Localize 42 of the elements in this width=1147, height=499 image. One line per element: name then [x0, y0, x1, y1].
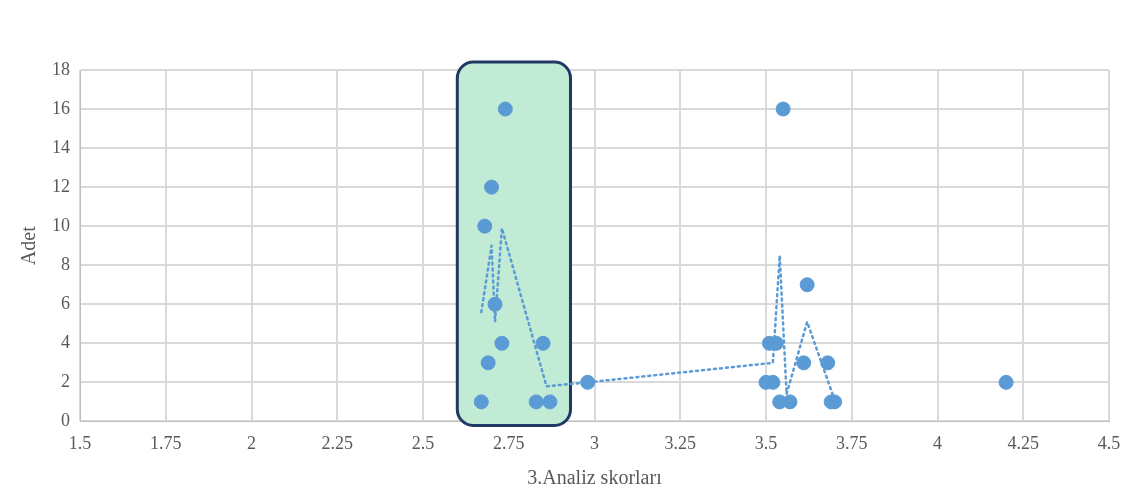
x-tick-label: 2.75: [493, 432, 525, 453]
point: [799, 277, 815, 293]
x-tick-label: 2.5: [411, 432, 435, 453]
point: [497, 101, 513, 117]
point: [782, 394, 798, 410]
x-tick-label: 3: [590, 432, 599, 453]
point: [820, 355, 836, 371]
x-tick-label: 2: [247, 432, 256, 453]
x-tick-label: 4: [933, 432, 942, 453]
point: [796, 355, 812, 371]
y-tick-label: 8: [61, 253, 70, 274]
x-tick-label: 2.25: [321, 432, 353, 453]
y-tick-label: 10: [52, 214, 70, 235]
x-tick-label: 3.25: [664, 432, 696, 453]
point: [775, 101, 791, 117]
y-tick-label: 16: [52, 97, 70, 118]
x-axis-title: 3.Analiz skorları: [527, 466, 663, 489]
point: [477, 218, 493, 234]
x-tick-label: 3.5: [754, 432, 778, 453]
point: [998, 374, 1014, 390]
point: [494, 335, 510, 351]
point: [480, 355, 496, 371]
x-tick-label: 1.5: [68, 432, 92, 453]
x-tick-label: 1.75: [150, 432, 182, 453]
y-tick-label: 12: [52, 175, 70, 196]
x-tick-label: 4.25: [1007, 432, 1039, 453]
x-tick-label: 4.5: [1097, 432, 1121, 453]
point: [580, 374, 596, 390]
y-tick-label: 18: [52, 58, 70, 79]
y-tick-label: 4: [61, 332, 70, 353]
point: [528, 394, 544, 410]
y-tick-label: 14: [52, 136, 70, 157]
point: [484, 179, 500, 195]
point: [535, 335, 551, 351]
y-axis-title: Adet: [17, 225, 40, 266]
point: [542, 394, 558, 410]
y-tick-label: 0: [61, 410, 70, 431]
point: [473, 394, 489, 410]
point: [487, 296, 503, 312]
y-tick-label: 2: [61, 371, 70, 392]
y-tick-label: 6: [61, 293, 70, 313]
x-tick-label: 3.75: [836, 432, 868, 453]
